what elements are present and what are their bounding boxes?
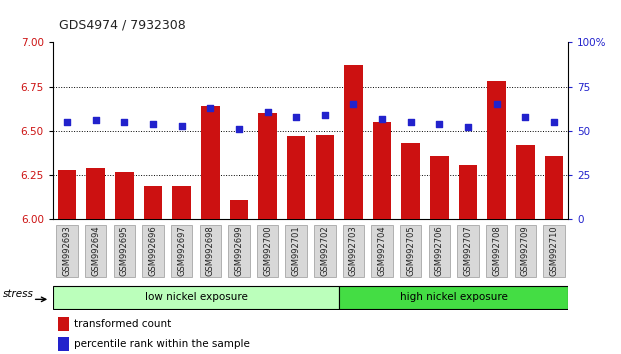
Point (520, 114, 530, 120)
Text: stress: stress (2, 289, 34, 299)
FancyBboxPatch shape (114, 224, 135, 277)
Point (463, 125, 473, 130)
FancyBboxPatch shape (257, 224, 278, 277)
Text: high nickel exposure: high nickel exposure (400, 292, 507, 302)
Point (119, 119, 129, 125)
Text: GSM992710: GSM992710 (550, 225, 558, 276)
Text: GSM992703: GSM992703 (349, 225, 358, 276)
Bar (86, 168, 105, 219)
Bar (516, 145, 535, 219)
Text: GSM992702: GSM992702 (320, 225, 329, 276)
Point (320, 112, 330, 118)
Text: transformed count: transformed count (75, 319, 171, 329)
Bar (545, 156, 563, 219)
Text: GSM992709: GSM992709 (521, 225, 530, 276)
Bar (287, 136, 306, 219)
Text: GSM992706: GSM992706 (435, 225, 444, 276)
Point (406, 119, 415, 125)
FancyBboxPatch shape (171, 224, 193, 277)
Text: GSM992699: GSM992699 (234, 225, 243, 276)
FancyBboxPatch shape (53, 286, 339, 308)
FancyBboxPatch shape (543, 224, 564, 277)
Bar (201, 106, 220, 219)
Bar (344, 65, 363, 219)
Point (91, 118, 101, 123)
Bar (58, 317, 70, 331)
FancyBboxPatch shape (428, 224, 450, 277)
Bar (430, 156, 448, 219)
Point (492, 102, 502, 107)
Text: GSM992707: GSM992707 (463, 225, 473, 276)
Bar (230, 200, 248, 219)
FancyBboxPatch shape (57, 224, 78, 277)
Text: GSM992696: GSM992696 (148, 225, 158, 276)
Text: percentile rank within the sample: percentile rank within the sample (75, 339, 250, 349)
Point (62, 119, 72, 125)
Text: GSM992694: GSM992694 (91, 225, 100, 276)
Point (177, 123, 187, 129)
Text: GSM992695: GSM992695 (120, 225, 129, 276)
Point (435, 121, 445, 127)
Bar (373, 122, 391, 219)
Point (549, 119, 559, 125)
FancyBboxPatch shape (199, 224, 221, 277)
Text: GSM992704: GSM992704 (378, 225, 387, 276)
Text: GSM992705: GSM992705 (406, 225, 415, 276)
Point (263, 109, 273, 114)
FancyBboxPatch shape (85, 224, 106, 277)
Point (291, 114, 301, 120)
Text: GSM992697: GSM992697 (177, 225, 186, 276)
FancyBboxPatch shape (400, 224, 422, 277)
FancyBboxPatch shape (343, 224, 364, 277)
Bar (459, 165, 478, 219)
Point (348, 102, 358, 107)
FancyBboxPatch shape (371, 224, 393, 277)
Point (234, 126, 244, 132)
Text: GSM992700: GSM992700 (263, 225, 272, 276)
FancyBboxPatch shape (228, 224, 250, 277)
FancyBboxPatch shape (486, 224, 507, 277)
Text: GDS4974 / 7932308: GDS4974 / 7932308 (59, 19, 186, 32)
Bar (115, 172, 134, 219)
Point (377, 116, 387, 121)
Text: GSM992693: GSM992693 (63, 225, 71, 276)
Text: GSM992708: GSM992708 (492, 225, 501, 276)
FancyBboxPatch shape (142, 224, 164, 277)
Text: GSM992701: GSM992701 (292, 225, 301, 276)
Text: low nickel exposure: low nickel exposure (145, 292, 247, 302)
Bar (173, 186, 191, 219)
Bar (401, 143, 420, 219)
FancyBboxPatch shape (457, 224, 479, 277)
Bar (315, 135, 334, 219)
Point (148, 121, 158, 127)
FancyBboxPatch shape (314, 224, 335, 277)
FancyBboxPatch shape (339, 286, 568, 308)
FancyBboxPatch shape (515, 224, 536, 277)
Bar (58, 170, 76, 219)
Text: GSM992698: GSM992698 (206, 225, 215, 276)
Point (206, 105, 215, 111)
Bar (258, 113, 277, 219)
FancyBboxPatch shape (286, 224, 307, 277)
Bar (58, 337, 70, 350)
Bar (143, 186, 162, 219)
Bar (487, 81, 506, 219)
